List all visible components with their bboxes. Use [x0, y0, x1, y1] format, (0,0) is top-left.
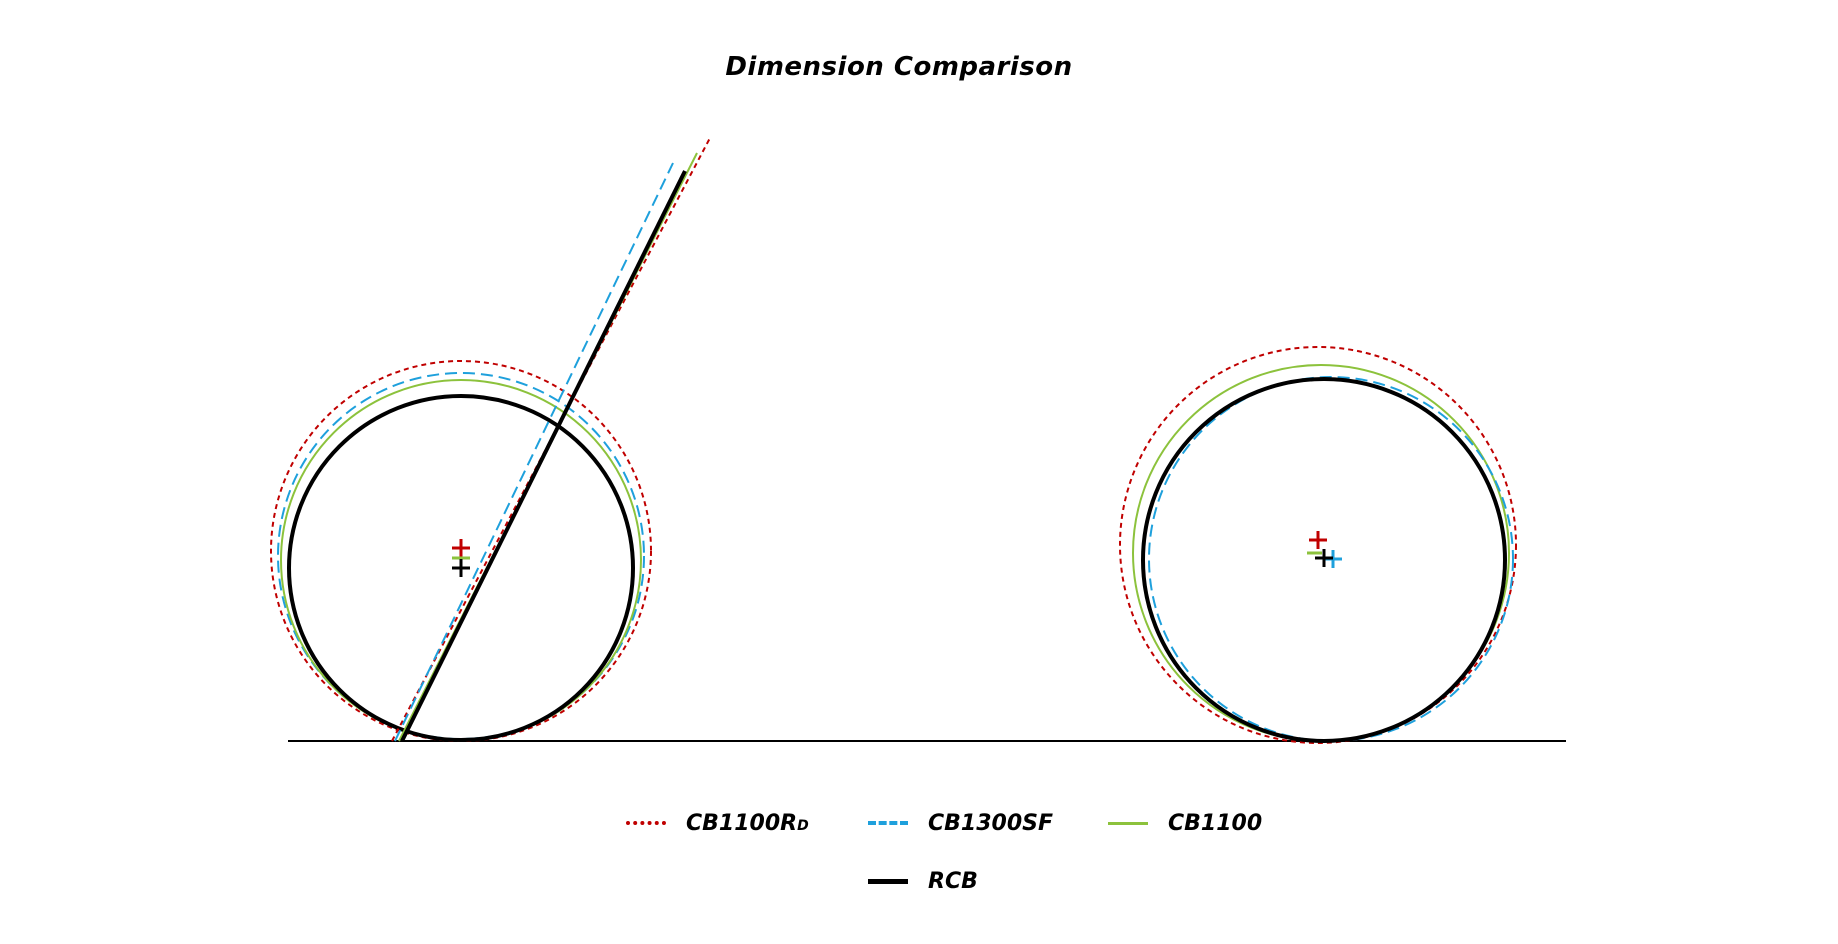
fork-line-rcb: [400, 170, 687, 742]
fork-line-cb1100rd: [391, 135, 712, 742]
rear-axle-marker-rcb: [1315, 549, 1333, 567]
rear-wheel-rcb: [1141, 377, 1507, 743]
front-axle-marker-rcb: [452, 559, 470, 577]
front-wheel-group: [270, 135, 712, 742]
rear-wheel-group: [1119, 346, 1517, 744]
rear-wheel-cb1300sf: [1148, 376, 1514, 742]
rear-axle-marker-cb1100rd: [1309, 531, 1327, 549]
fork-line-cb1300sf: [394, 162, 674, 742]
front-axle-marker-cb1100rd: [452, 539, 470, 557]
front-wheel-rcb: [287, 394, 635, 742]
rear-wheel-cb1100rd: [1119, 346, 1517, 744]
diagram-title: Dimension Comparison: [725, 52, 1073, 82]
front-wheel-cb1300sf: [277, 372, 645, 740]
